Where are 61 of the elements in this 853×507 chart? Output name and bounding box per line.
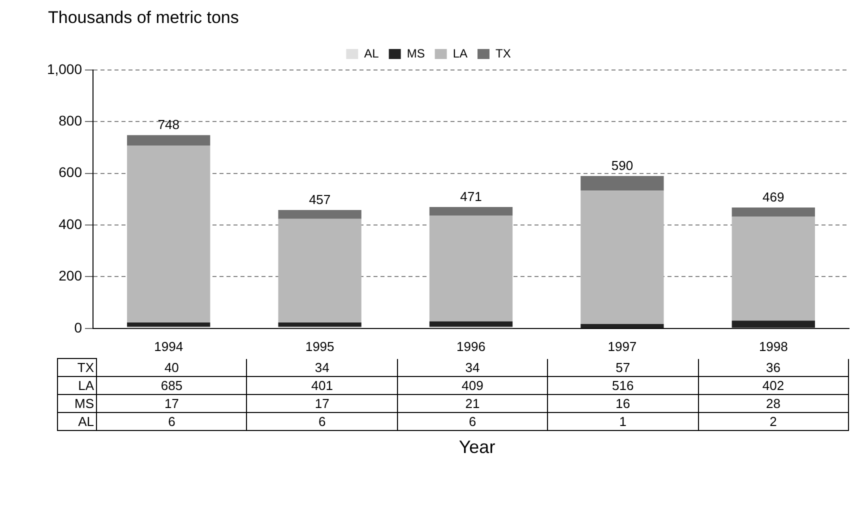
- total-label: 590: [611, 158, 634, 174]
- data-label: 17: [246, 394, 398, 412]
- y-tick-label: 200: [58, 268, 82, 284]
- bar: [732, 320, 815, 328]
- bar: [278, 218, 362, 322]
- bar: [278, 322, 362, 327]
- bar: [429, 206, 513, 216]
- text: TX: [77, 360, 94, 375]
- legend-label: LA: [452, 46, 468, 60]
- data-label: 2: [698, 412, 848, 430]
- data-label: 17: [96, 394, 247, 412]
- text: MS: [74, 396, 94, 411]
- total-label: 469: [762, 190, 784, 205]
- bar: [127, 145, 210, 322]
- x-tick-label: 1994: [154, 338, 184, 354]
- legend-label: MS: [406, 46, 425, 60]
- total-label: 457: [308, 192, 331, 208]
- bar: [278, 210, 362, 219]
- legend-label: TX: [496, 46, 511, 60]
- data-label: 402: [698, 376, 848, 394]
- data-label: 57: [548, 358, 698, 376]
- bar: [732, 216, 815, 321]
- data-label: 409: [397, 376, 548, 394]
- data-label: 6: [246, 412, 398, 430]
- x-tick-label: 1995: [305, 338, 334, 354]
- data-label: 6: [96, 412, 247, 430]
- data-label: 16: [548, 394, 698, 412]
- legend-label: AL: [364, 46, 380, 60]
- bar: [580, 324, 664, 328]
- data-label: 21: [397, 394, 548, 412]
- y-axis-title: Thousands of metric tons: [48, 8, 240, 28]
- bar: [580, 176, 664, 191]
- total-label: 748: [158, 117, 180, 132]
- bar: [429, 321, 513, 327]
- bar: [732, 207, 815, 217]
- bar: [429, 216, 513, 322]
- y-tick-label: 1,000: [46, 60, 82, 77]
- text: AL: [78, 414, 94, 429]
- data-label: 36: [698, 358, 848, 376]
- x-tick-label: 1996: [456, 338, 486, 354]
- data-label: 6: [397, 412, 548, 430]
- bar: [127, 322, 210, 327]
- data-label: 685: [96, 376, 247, 394]
- y-tick-label: 600: [58, 164, 82, 180]
- total-label: 471: [460, 189, 482, 204]
- y-tick-label: 400: [58, 216, 82, 232]
- x-axis-title: Year: [458, 437, 496, 458]
- x-tick-label: 1998: [758, 338, 788, 354]
- text: LA: [78, 378, 94, 393]
- x-tick-label: 1997: [608, 338, 637, 354]
- bar: [580, 190, 664, 324]
- data-label: 34: [397, 358, 548, 376]
- data-label: 401: [246, 376, 398, 394]
- data-label: 28: [698, 394, 848, 412]
- bar: [127, 135, 210, 146]
- data-label: 516: [548, 376, 698, 394]
- data-label: 34: [246, 358, 398, 376]
- data-label: 40: [96, 358, 247, 376]
- y-tick-label: 0: [74, 319, 82, 336]
- y-tick-label: 800: [58, 112, 82, 129]
- data-label: 1: [548, 412, 698, 430]
